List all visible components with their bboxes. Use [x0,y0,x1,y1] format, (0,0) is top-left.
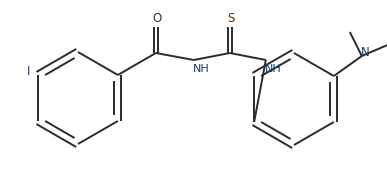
Text: NH: NH [264,64,281,74]
Text: N: N [360,46,369,59]
Text: O: O [152,12,161,25]
Text: NH: NH [192,64,209,74]
Text: I: I [26,65,30,78]
Text: S: S [227,12,235,25]
